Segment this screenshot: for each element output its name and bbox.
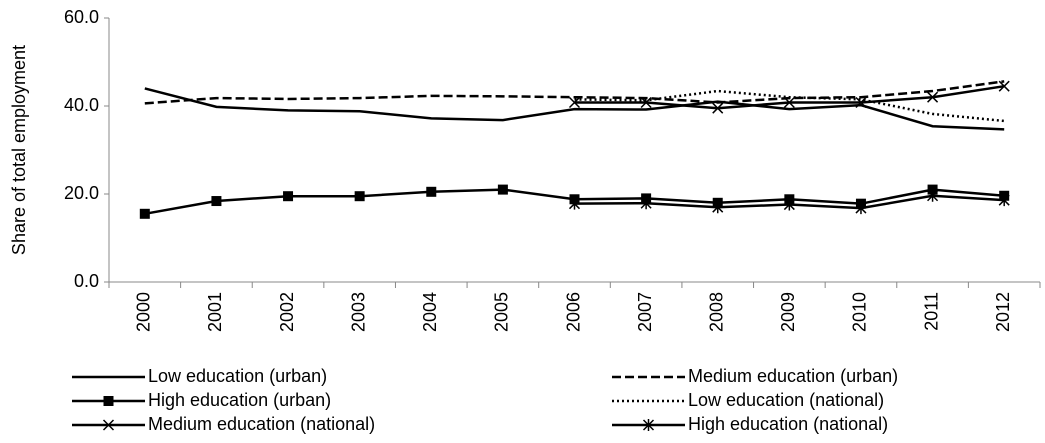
marker <box>642 419 655 431</box>
marker <box>354 191 365 202</box>
x-tick-label: 2000 <box>134 292 154 332</box>
marker <box>640 197 652 210</box>
series-line <box>574 89 1005 123</box>
marker <box>640 96 652 109</box>
marker <box>855 96 867 109</box>
legend-label: Medium education (national) <box>148 414 375 434</box>
series-line <box>144 80 1005 105</box>
x-tick-label: 2006 <box>563 292 583 332</box>
marker <box>497 184 508 195</box>
marker <box>998 194 1010 207</box>
marker <box>927 91 939 103</box>
legend-label: Low education (national) <box>688 390 884 410</box>
x-tick-label: 2005 <box>492 292 512 332</box>
marker <box>102 419 115 431</box>
marker <box>103 396 114 406</box>
legend-label: High education (urban) <box>148 390 331 410</box>
marker <box>283 191 294 202</box>
x-tick-label: 2011 <box>921 292 941 331</box>
marker <box>211 196 222 207</box>
marker <box>927 189 939 202</box>
marker <box>712 201 724 214</box>
x-tick-label: 2003 <box>348 292 368 332</box>
y-tick-label: 0.0 <box>74 271 99 291</box>
series-line <box>144 87 1005 131</box>
marker <box>139 208 150 219</box>
x-tick-label: 2009 <box>778 292 798 332</box>
marker <box>998 80 1010 92</box>
legend-label: Medium education (urban) <box>688 366 898 386</box>
y-tick-label: 40.0 <box>64 95 99 115</box>
marker <box>712 102 724 114</box>
marker <box>783 96 795 109</box>
marker <box>568 96 581 109</box>
marker <box>927 184 938 195</box>
legend-label: High education (national) <box>688 414 888 434</box>
marker <box>783 198 795 211</box>
y-tick-label: 60.0 <box>64 7 99 27</box>
marker <box>568 197 581 210</box>
marker <box>426 186 437 197</box>
x-tick-label: 2004 <box>420 292 440 332</box>
x-tick-label: 2001 <box>205 292 225 332</box>
x-tick-label: 2008 <box>706 292 726 332</box>
legend-label: Low education (urban) <box>148 366 327 386</box>
x-tick-label: 2010 <box>850 292 870 332</box>
x-tick-label: 2002 <box>277 292 297 332</box>
y-tick-label: 20.0 <box>64 183 99 203</box>
marker <box>855 202 867 215</box>
x-tick-label: 2012 <box>993 292 1013 332</box>
x-tick-label: 2007 <box>635 292 655 332</box>
y-axis-label: Share of total employment <box>9 45 29 255</box>
